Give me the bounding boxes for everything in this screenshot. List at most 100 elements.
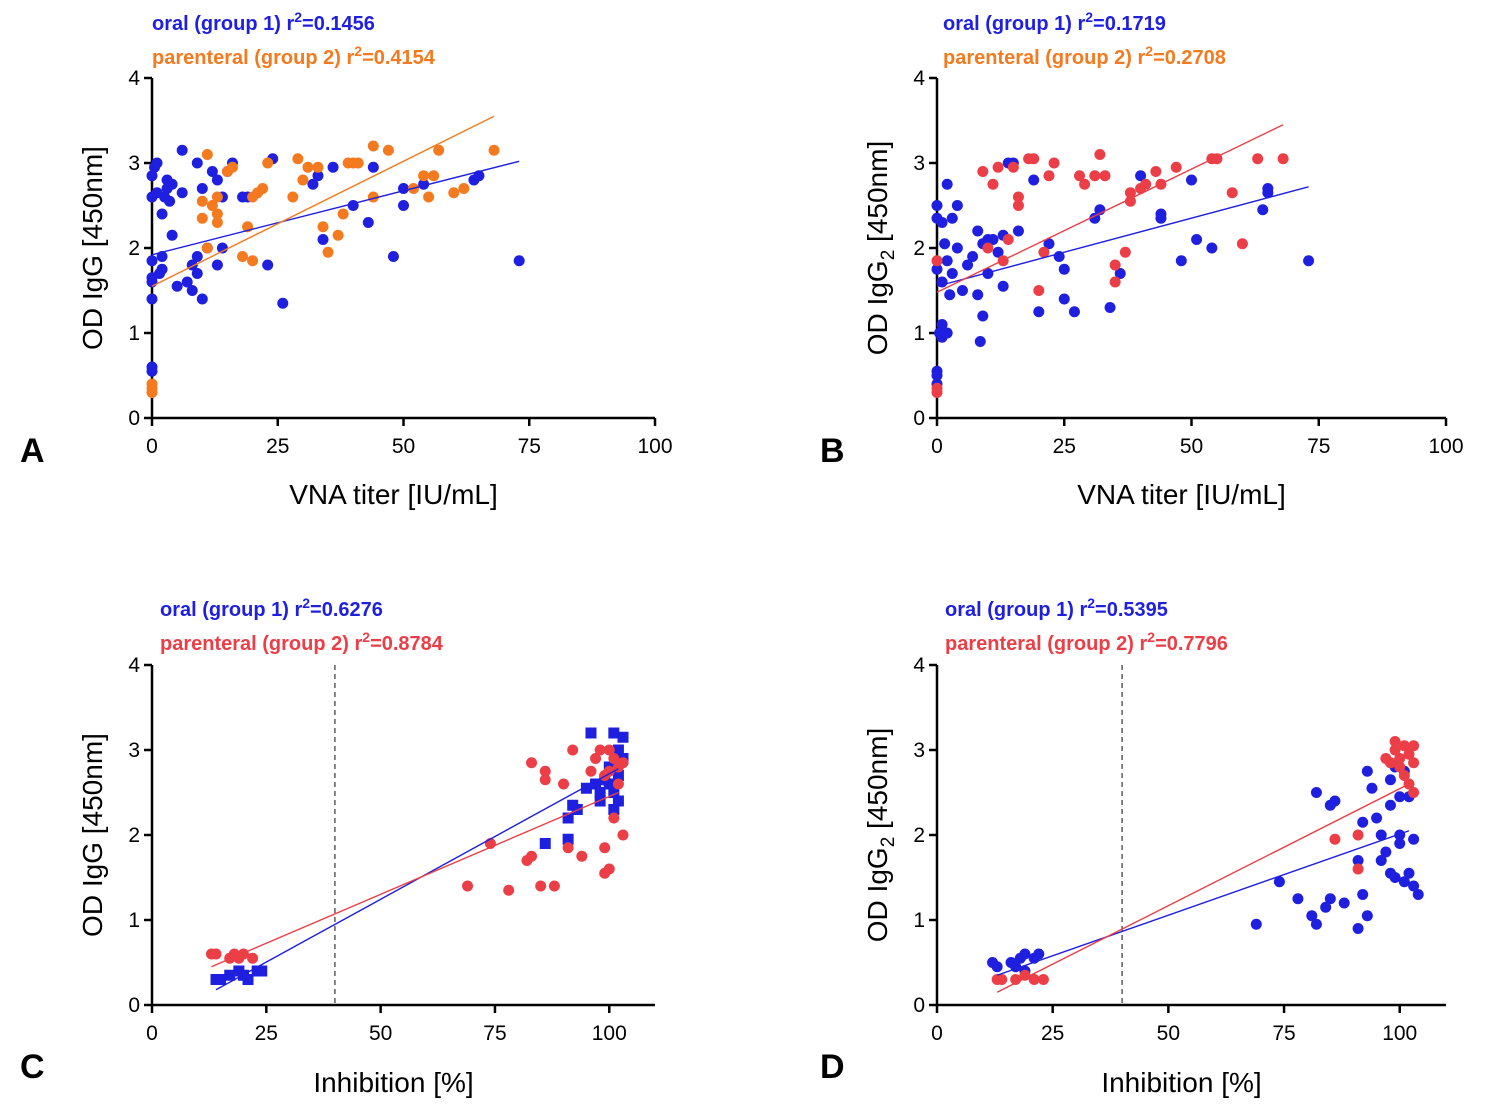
data-point <box>590 753 602 764</box>
data-point <box>146 170 158 182</box>
data-point <box>1074 170 1086 182</box>
data-point <box>951 200 963 211</box>
data-point <box>1028 974 1040 985</box>
data-point <box>585 765 597 777</box>
y-tick-label: 3 <box>128 739 140 762</box>
y-tick-label: 1 <box>128 322 140 345</box>
data-point <box>317 234 329 245</box>
data-point <box>612 770 624 781</box>
data-point <box>176 187 188 199</box>
data-point <box>201 149 213 160</box>
fit-line-parenteral <box>151 115 495 287</box>
data-point <box>1389 872 1401 883</box>
data-point <box>1002 234 1014 245</box>
data-point <box>946 212 958 224</box>
data-point <box>972 289 984 301</box>
x-tick-label: 75 <box>518 435 541 458</box>
data-point <box>982 268 994 279</box>
panel-c: 0 1 2 3 4 0 25 50 75 100 Inhibition [%] OD IgG [450… <box>20 595 655 1098</box>
x-tick-label: 50 <box>1180 435 1203 458</box>
data-point <box>1089 212 1101 224</box>
data-point <box>617 757 629 769</box>
data-point <box>257 183 269 194</box>
data-point <box>1352 923 1364 934</box>
data-point <box>327 161 339 173</box>
series-parenteral <box>205 744 629 964</box>
data-point <box>473 170 485 182</box>
data-point <box>1252 153 1264 165</box>
r-squared-label-parenteral: parenteral (group 2) r2=0.2708 <box>943 43 1226 69</box>
data-point <box>1206 242 1218 254</box>
data-point <box>166 178 178 190</box>
x-tick-label: 50 <box>392 435 415 458</box>
y-tick-label: 0 <box>128 994 140 1017</box>
data-point <box>1033 306 1045 318</box>
data-point <box>312 161 324 173</box>
data-point <box>387 251 399 262</box>
data-point <box>1114 268 1126 279</box>
data-point <box>972 225 984 237</box>
r-squared-label-parenteral: parenteral (group 2) r2=0.4154 <box>152 43 436 69</box>
x-tick-label: 100 <box>637 435 672 458</box>
data-point <box>1058 293 1070 305</box>
data-point <box>1324 893 1336 905</box>
data-point <box>1186 174 1197 186</box>
data-point <box>608 753 620 764</box>
data-point <box>503 884 515 896</box>
data-point <box>562 833 574 845</box>
r-squared-label-oral: oral (group 1) r2=0.6276 <box>160 595 383 621</box>
y-tick-label: 2 <box>128 824 140 847</box>
data-point <box>146 255 158 267</box>
data-point <box>548 880 560 892</box>
data-point <box>166 229 178 241</box>
data-point <box>287 191 299 203</box>
data-point <box>936 319 948 330</box>
data-point <box>1375 855 1387 866</box>
x-axis-label: Inhibition [%] <box>1101 1067 1261 1098</box>
data-point <box>991 961 1003 973</box>
data-point <box>151 157 163 169</box>
data-point <box>1099 170 1111 182</box>
data-point <box>612 744 624 756</box>
data-point <box>1310 787 1322 798</box>
data-point <box>458 183 470 194</box>
data-point <box>1384 757 1396 769</box>
data-point <box>1394 753 1406 764</box>
data-point <box>1361 910 1373 922</box>
r-squared-label-oral: oral (group 1) r2=0.5395 <box>945 595 1168 621</box>
data-point <box>352 157 364 169</box>
data-point <box>603 778 615 790</box>
data-point <box>1338 897 1350 909</box>
data-point <box>1007 161 1019 173</box>
data-point <box>1408 833 1420 845</box>
data-point <box>1119 246 1131 258</box>
data-point <box>215 974 227 985</box>
y-tick-label: 3 <box>128 152 140 175</box>
fit-line-parenteral <box>996 783 1410 993</box>
data-point <box>1408 880 1420 892</box>
data-point <box>362 217 374 228</box>
data-point <box>1019 948 1031 960</box>
y-axis-label: OD IgG2 [450nm] <box>862 728 899 942</box>
data-point <box>1094 149 1106 160</box>
data-point <box>608 812 620 824</box>
y-tick-label: 3 <box>913 739 925 762</box>
y-axis-label: OD IgG2 [450nm] <box>862 141 899 355</box>
x-tick-label: 75 <box>1307 435 1330 458</box>
data-point <box>1320 901 1332 913</box>
data-point <box>1037 974 1049 985</box>
r-squared-label-parenteral: parenteral (group 2) r2=0.7796 <box>945 629 1228 655</box>
data-point <box>513 255 525 267</box>
data-point <box>617 731 629 743</box>
data-point <box>1357 816 1369 828</box>
data-point <box>1394 761 1406 773</box>
data-point <box>962 259 974 271</box>
data-point <box>931 365 943 377</box>
data-point <box>1250 918 1262 930</box>
data-point <box>1384 799 1396 811</box>
y-tick-label: 4 <box>128 654 140 677</box>
data-point <box>206 166 218 177</box>
data-point <box>1361 765 1373 777</box>
data-point <box>224 969 236 981</box>
series-oral <box>931 157 1315 390</box>
